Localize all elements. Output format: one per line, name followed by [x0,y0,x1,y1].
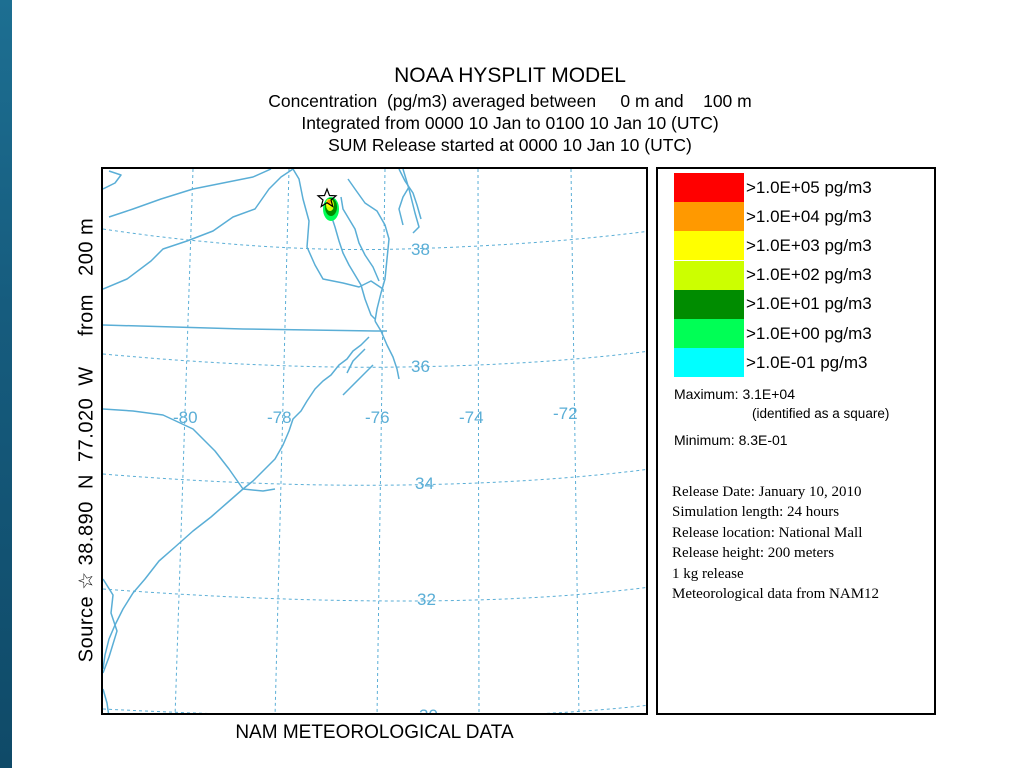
legend-label: >1.0E+01 pg/m3 [746,294,872,314]
note-release-height: Release height: 200 meters [672,545,835,562]
chart-header: NOAA HYSPLIT MODEL Concentration (pg/m3)… [160,62,860,156]
note-simulation-length: Simulation length: 24 hours [672,504,840,521]
source-star-icon [316,187,338,208]
lat-label-36: 36 [411,357,430,376]
note-release-date: Release Date: January 10, 2010 [672,484,862,500]
minimum-label: Minimum: [674,432,735,448]
nc-sc-border [103,408,276,492]
delmarva-coast [347,178,390,322]
latitude-line-30 [103,704,646,713]
maximum-row: Maximum: 3.1E+04 [674,386,795,402]
release-notes: Release Date: January 10, 2010 Simulatio… [672,482,932,604]
map-svg: 38 36 34 32 30 -80 -78 -76 -74 -72 [103,169,646,715]
header-line-2: Integrated from 0000 10 Jan to 0100 10 J… [301,113,719,133]
legend-label: >1.0E-01 pg/m3 [746,352,868,372]
state-border-va-md [292,169,384,290]
lon-label-74: -74 [459,408,484,427]
legend-panel: >1.0E+05 pg/m3 >1.0E+04 pg/m3 >1.0E+03 pg/… [656,167,936,715]
note-release-mass: 1 kg release [672,565,744,582]
florida-coast [103,688,110,713]
note-release-location: Release location: National Mall [672,524,863,541]
legend-entry: >1.0E+01 pg/m3 [674,289,872,319]
legend-swatch [674,173,744,202]
legend-swatch [674,348,744,378]
legend-swatch [674,289,744,319]
header-line-1: Concentration (pg/m3) averaged between 0… [268,91,752,111]
maximum-note: (identified as a square) [752,406,890,421]
nc-va-border [103,324,387,332]
chesapeake-bay [328,196,380,320]
longitude-line-76 [376,169,386,713]
minimum-value: 8.3E-01 [738,432,788,448]
legend-label: >1.0E+03 pg/m3 [746,235,872,255]
lon-label-80: -80 [173,408,198,427]
sc-ga-border [103,578,118,674]
legend-entry: >1.0E+05 pg/m3 [674,173,872,202]
pamlico-sound [242,336,374,490]
state-border-northwest [103,169,272,218]
longitude-line-80 [174,169,194,713]
lon-label-72: -72 [553,404,578,423]
footer-label: NAM METEOROLOGICAL DATA [235,722,514,743]
lon-label-78: -78 [267,408,292,427]
lat-label-38: 38 [411,240,430,259]
latitude-line-34 [103,469,646,486]
legend-label: >1.0E+00 pg/m3 [746,323,872,343]
dispersion-map: 38 36 34 32 30 -80 -78 -76 -74 -72 [101,167,648,715]
grid-lines [103,169,646,713]
source-location-label: Source ☆ 38.890 N 77.020 W from 200 m [75,217,98,663]
coastlines-and-borders [103,169,422,713]
minimum-row: Minimum: 8.3E-01 [674,432,788,448]
sc-coast [103,488,244,670]
state-border-wv-va [103,169,294,290]
legend-entry: >1.0E+03 pg/m3 [674,231,872,261]
legend-swatch [674,231,744,261]
latitude-line-32 [103,586,646,602]
latitude-line-38 [103,228,646,251]
legend-label: >1.0E+02 pg/m3 [746,265,872,285]
delaware-bay [398,169,422,226]
virginia-coast [374,320,400,380]
legend-label: >1.0E+04 pg/m3 [746,206,872,226]
lon-label-76: -76 [365,408,390,427]
legend-entry: >1.0E+04 pg/m3 [674,202,872,232]
lat-label-34: 34 [415,474,434,493]
legend-entry: >1.0E+00 pg/m3 [674,319,872,348]
legend-swatch [674,260,744,290]
legend-swatch [674,202,744,232]
chart-title: NOAA HYSPLIT MODEL [394,64,626,87]
maximum-label: Maximum: [674,386,739,402]
lat-label-32: 32 [417,590,436,609]
legend-entry: >1.0E+02 pg/m3 [674,260,872,290]
side-accent-strip [0,0,12,768]
legend-entry: >1.0E-01 pg/m3 [674,348,868,378]
longitude-line-72 [570,169,580,713]
longitude-line-78 [274,169,290,713]
longitude-line-74 [477,169,480,713]
note-met-data: Meteorological data from NAM12 [672,586,880,603]
legend-label: >1.0E+05 pg/m3 [746,177,872,197]
latitude-line-36 [103,351,646,368]
header-line-3: SUM Release started at 0000 10 Jan 10 (U… [328,135,692,155]
new-jersey-coast [402,169,420,234]
lat-label-30: 30 [419,706,438,715]
maximum-value: 3.1E+04 [742,386,796,402]
legend-swatch [674,319,744,348]
